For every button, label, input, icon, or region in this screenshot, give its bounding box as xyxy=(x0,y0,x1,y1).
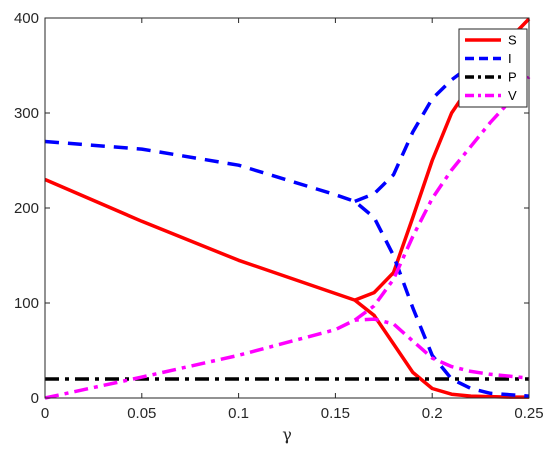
y-tick-label: 300 xyxy=(14,105,39,122)
y-tick-label: 100 xyxy=(14,295,39,312)
y-tick-label: 200 xyxy=(14,200,39,217)
legend-label-s: S xyxy=(508,33,517,48)
y-tick-label: 0 xyxy=(31,390,39,407)
x-tick-label: 0.2 xyxy=(422,405,443,422)
x-tick-label: 0.05 xyxy=(127,405,156,422)
ticks-layer: 0 0.05 0.1 0.15 0.2 0.25 0 100 200 300 400 xyxy=(14,10,544,422)
series-layer xyxy=(44,17,531,400)
series-line-i-2 xyxy=(44,139,530,398)
legend-label-v: V xyxy=(508,88,517,103)
legend-label-p: P xyxy=(508,70,517,85)
x-axis-label: γ xyxy=(282,425,292,444)
x-tick-label: 0.15 xyxy=(321,405,350,422)
x-tick-label: 0.25 xyxy=(514,405,543,422)
series-line-v-6 xyxy=(353,75,531,322)
x-tick-label: 0 xyxy=(41,405,49,422)
x-tick-label: 0.1 xyxy=(228,405,249,422)
y-tick-label: 400 xyxy=(14,10,39,27)
legend-label-i: I xyxy=(508,51,512,66)
series-line-s-0 xyxy=(44,177,529,399)
series-line-v-5 xyxy=(44,317,530,400)
